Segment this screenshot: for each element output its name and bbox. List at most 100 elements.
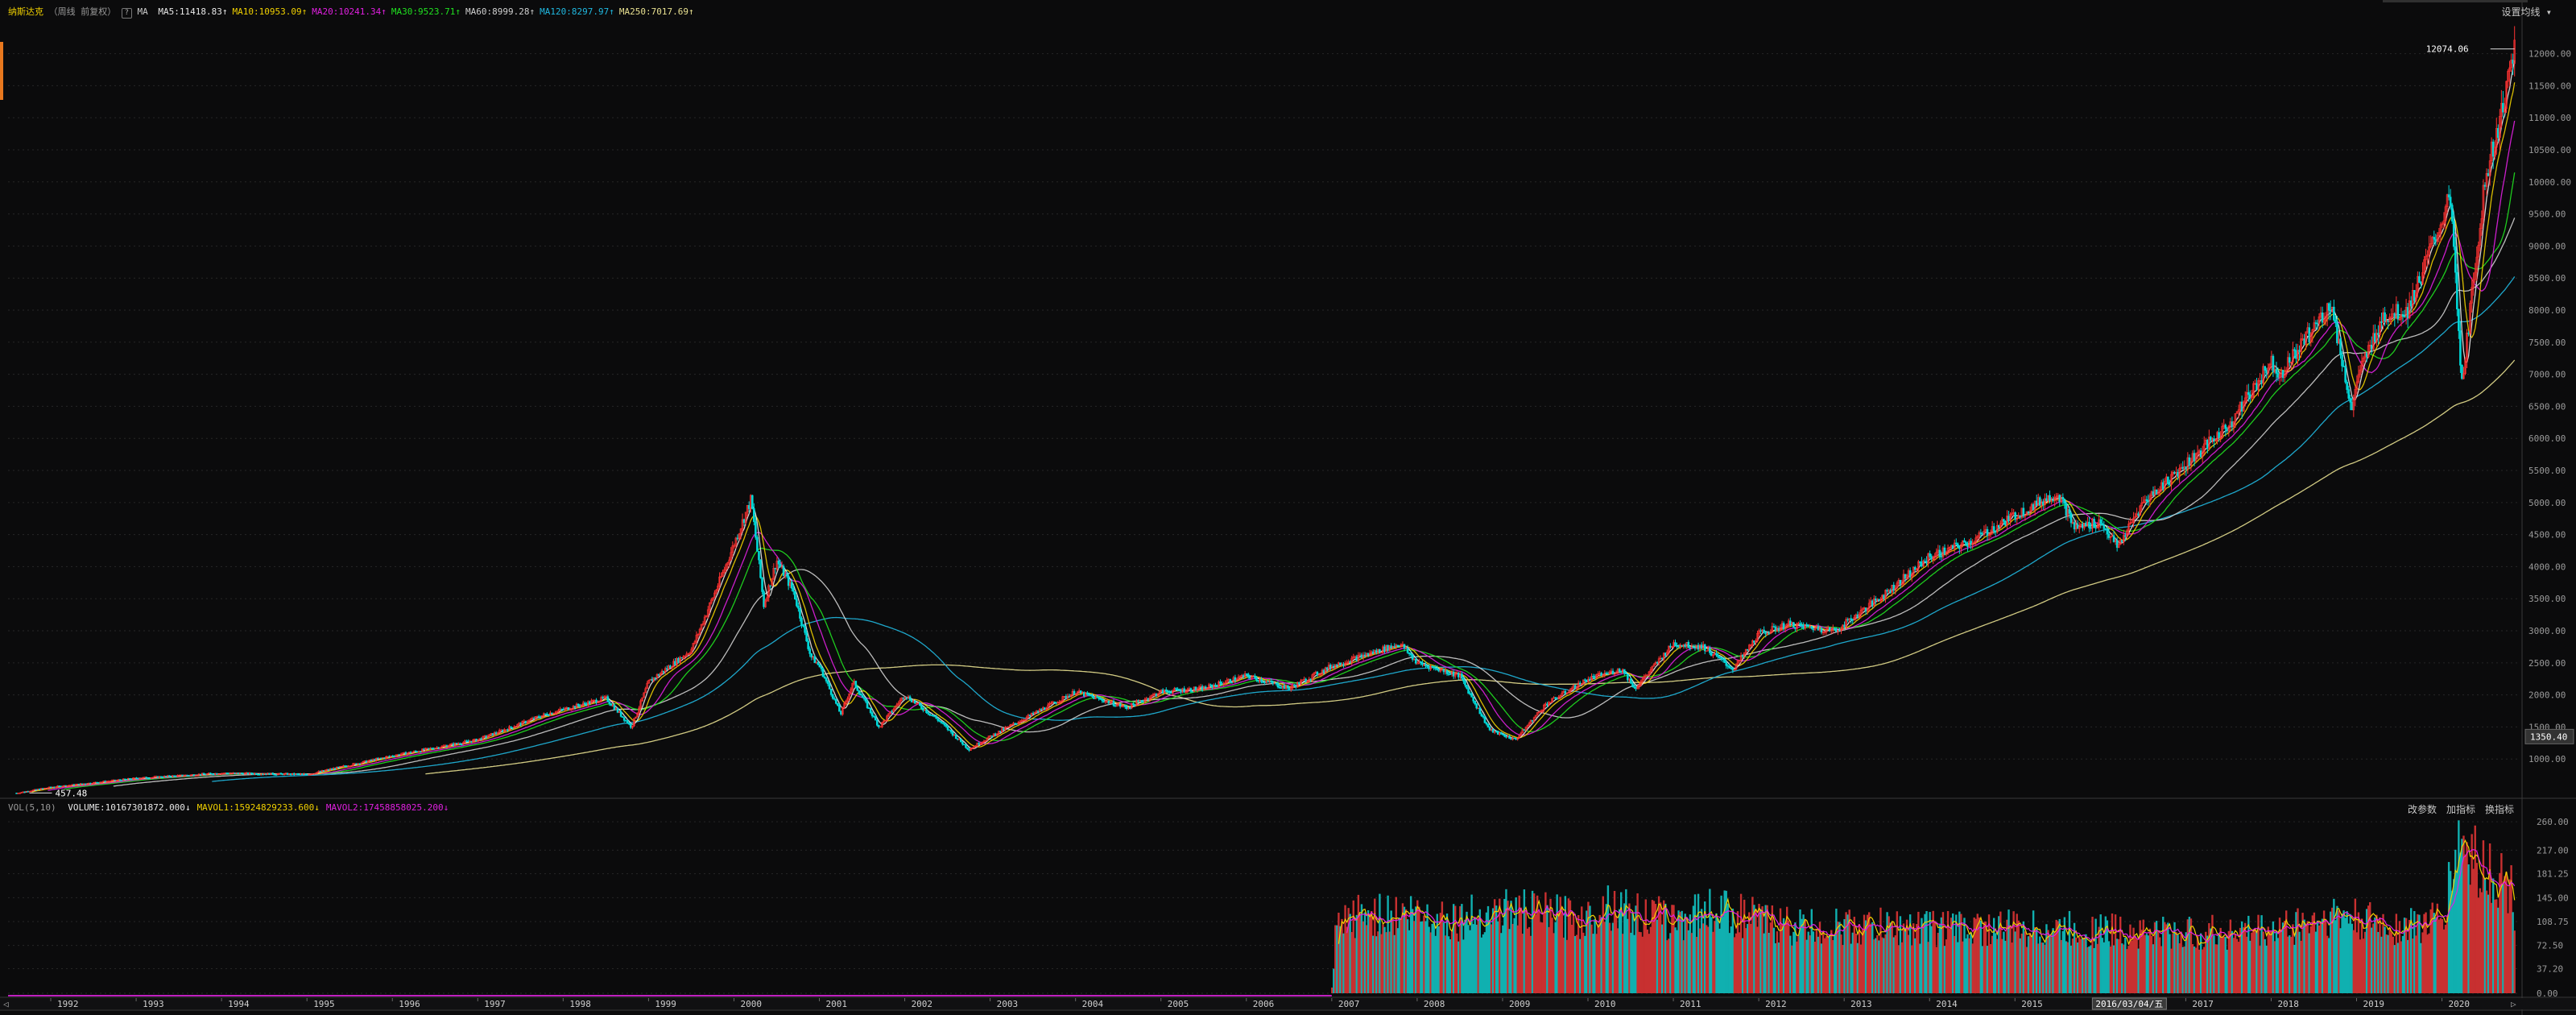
- scroll-right-icon[interactable]: ▷: [2511, 999, 2516, 1009]
- edit-params-button[interactable]: 改参数: [2408, 804, 2437, 815]
- candle-body: [1322, 669, 1325, 673]
- volume-bar: [1442, 922, 1445, 993]
- candle-body: [2161, 482, 2165, 490]
- candle-body: [2178, 468, 2181, 477]
- candle-body: [841, 706, 844, 715]
- candle-body: [2126, 530, 2128, 537]
- volume-bar: [1910, 945, 1913, 993]
- volume-bar: [1834, 934, 1836, 993]
- volume-bar: [2401, 935, 2404, 993]
- volume-bar: [2285, 910, 2288, 993]
- gear-icon[interactable]: ?: [121, 8, 132, 19]
- candle-body: [763, 591, 765, 607]
- volume-bar: [1940, 917, 1943, 993]
- volume-bar: [1954, 935, 1956, 993]
- candle-body: [1805, 624, 1808, 626]
- candle-body: [2251, 396, 2253, 399]
- volume-bar: [2387, 934, 2389, 993]
- volume-bar: [2371, 927, 2373, 993]
- candle-body: [2352, 398, 2355, 411]
- candle-body: [1717, 654, 1719, 658]
- candle-body: [1597, 673, 1599, 675]
- volume-bar: [1469, 930, 1471, 993]
- ma-line-250: [425, 359, 2516, 775]
- volume-bar: [1557, 912, 1560, 993]
- candle-body: [2219, 437, 2222, 439]
- volume-bar: [1763, 933, 1765, 993]
- candle-body: [467, 740, 469, 743]
- volume-bar: [2471, 834, 2473, 993]
- candle-body: [365, 760, 368, 763]
- candle-body: [1196, 689, 1199, 690]
- volume-bar: [1715, 913, 1718, 993]
- candle-body: [2053, 496, 2056, 501]
- volume-bar: [1725, 890, 1727, 993]
- volume-bar: [1485, 912, 1488, 993]
- candle-body: [1482, 715, 1485, 718]
- volume-bar: [2249, 940, 2251, 993]
- up-arrow-icon: ↑: [301, 6, 308, 17]
- candle-body: [1050, 702, 1052, 705]
- volume-bar: [2231, 930, 2234, 993]
- candle-body: [619, 711, 622, 717]
- volume-bar: [2180, 931, 2182, 993]
- candle-body: [692, 643, 695, 650]
- volume-bar: [1636, 893, 1639, 993]
- candle-body: [600, 697, 602, 702]
- candle-body: [2208, 437, 2210, 450]
- volume-bar: [2256, 930, 2258, 993]
- candle-body: [595, 699, 597, 703]
- volume-bar: [2314, 931, 2318, 993]
- volume-bar: [1690, 933, 1693, 993]
- candle-body: [2099, 519, 2103, 524]
- volume-bar: [1452, 904, 1455, 993]
- scroll-marker[interactable]: [0, 42, 3, 100]
- candle-body: [2431, 237, 2434, 244]
- volume-bar: [1983, 922, 1986, 993]
- volume-bar: [1584, 935, 1586, 993]
- scroll-left-icon[interactable]: ◁: [3, 999, 9, 1009]
- add-indicator-button[interactable]: 加指标: [2446, 804, 2476, 815]
- volume-bar: [2017, 920, 2020, 993]
- candle-body: [1692, 646, 1695, 648]
- candle-body: [1205, 688, 1209, 690]
- candle-body: [1243, 673, 1247, 677]
- candle-body: [734, 537, 738, 546]
- volume-bar: [1620, 892, 1623, 993]
- candle-body: [216, 773, 218, 775]
- candle-body: [922, 708, 924, 711]
- candle-body: [2199, 450, 2202, 458]
- candle-body: [2107, 533, 2111, 538]
- candle-body: [129, 777, 131, 780]
- volume-bar: [1726, 903, 1729, 993]
- candle-body: [1584, 679, 1586, 682]
- volume-bar: [2415, 935, 2417, 993]
- volume-bar: [1681, 910, 1683, 993]
- candle-body: [679, 657, 681, 663]
- volume-bar: [1652, 901, 1656, 993]
- candle-body: [1578, 682, 1582, 685]
- volume-bar: [1570, 925, 1573, 993]
- candle-body: [700, 624, 703, 630]
- candle-body: [1090, 694, 1092, 697]
- volume-bar: [1436, 914, 1438, 993]
- candle-body: [710, 599, 713, 603]
- candle-body: [258, 774, 261, 776]
- volume-bar: [2439, 918, 2442, 993]
- candle-body: [1548, 702, 1550, 706]
- candle-body: [1654, 662, 1657, 665]
- candle-body: [1093, 696, 1095, 699]
- volume-bar: [1899, 916, 1902, 993]
- switch-indicator-button[interactable]: 换指标: [2485, 804, 2515, 815]
- candle-body: [1999, 523, 2002, 528]
- volume-bar: [1567, 898, 1570, 993]
- volume-bar: [2367, 905, 2370, 993]
- candle-body: [1334, 664, 1337, 669]
- candle-body: [114, 779, 117, 781]
- volume-bar: [1992, 918, 1995, 993]
- settings-button[interactable]: 设置均线 ▾: [2501, 6, 2552, 18]
- candle-body: [1357, 654, 1360, 661]
- candle-body: [2297, 350, 2299, 359]
- volume-bar: [1664, 903, 1667, 993]
- volume-bar: [1891, 922, 1893, 993]
